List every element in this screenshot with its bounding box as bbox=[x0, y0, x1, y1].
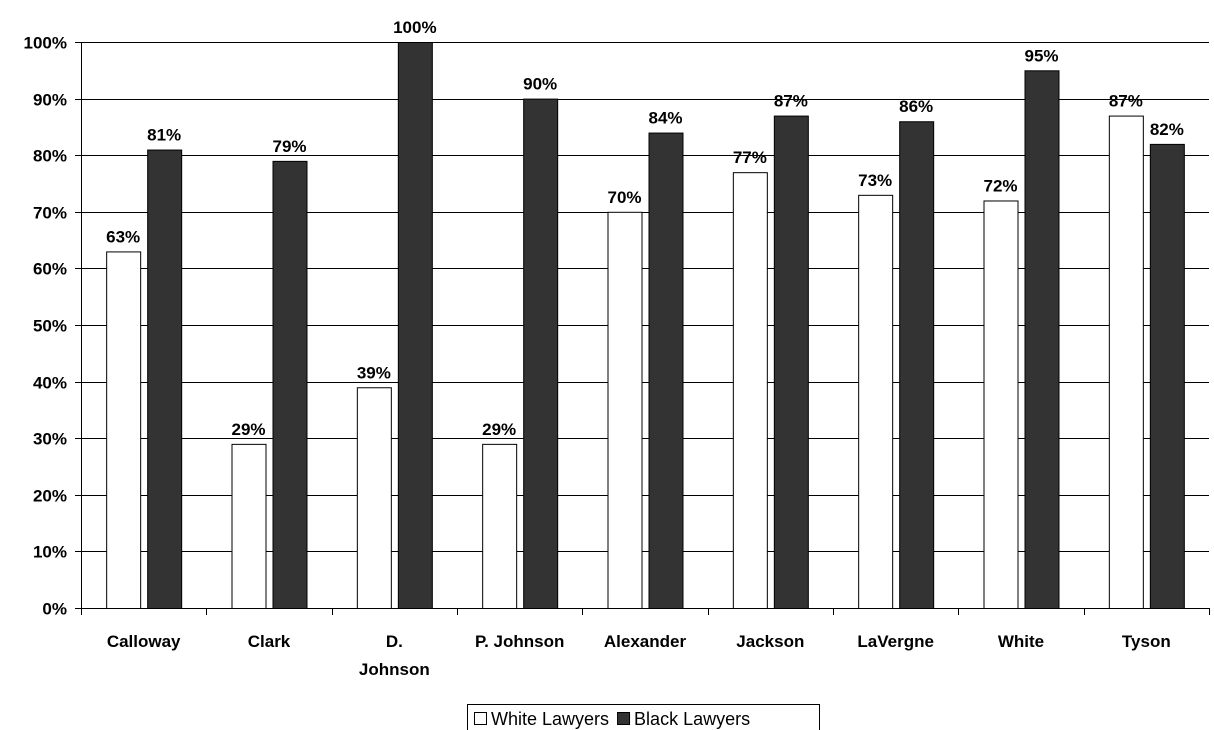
white-lawyers-bar bbox=[106, 251, 142, 609]
black-lawyers-bar bbox=[147, 149, 183, 609]
y-axis-ticks: 0% 10% 20% 30% 40% 50% 60% 70% 80% 90% 100% bbox=[24, 34, 67, 619]
white-lawyers-bar bbox=[1108, 115, 1144, 610]
y-tick-label: 20% bbox=[33, 487, 67, 506]
x-category-label: Calloway bbox=[107, 632, 181, 651]
white-lawyers-bar bbox=[607, 211, 643, 610]
legend-label: White Lawyers bbox=[491, 709, 609, 729]
black-lawyers-bar bbox=[1149, 143, 1185, 609]
y-tick-label: 40% bbox=[33, 374, 67, 393]
y-tick-label: 0% bbox=[42, 600, 67, 619]
black-lawyers-bar bbox=[272, 160, 308, 610]
data-label: 73% bbox=[858, 171, 892, 190]
y-tick-label: 100% bbox=[24, 34, 67, 53]
data-label: 87% bbox=[774, 92, 808, 111]
x-category-label: LaVergne bbox=[857, 632, 934, 651]
gridlines bbox=[75, 42, 1209, 609]
white-lawyers-bar bbox=[983, 200, 1019, 609]
white-lawyers-bar bbox=[732, 172, 768, 609]
y-tick-label: 70% bbox=[33, 204, 67, 223]
data-label: 90% bbox=[523, 75, 557, 94]
data-label: 72% bbox=[983, 176, 1017, 195]
black-lawyers-bar bbox=[899, 121, 935, 610]
data-label: 39% bbox=[357, 363, 391, 382]
x-category-label: Johnson bbox=[359, 660, 430, 679]
x-category-label: White bbox=[998, 632, 1044, 651]
x-category-label: Alexander bbox=[604, 632, 687, 651]
data-label: 70% bbox=[607, 188, 641, 207]
legend-box bbox=[467, 704, 820, 730]
black-lawyers-bar bbox=[648, 132, 684, 609]
data-label: 95% bbox=[1024, 46, 1058, 65]
data-label: 84% bbox=[648, 109, 682, 128]
data-label: 82% bbox=[1150, 120, 1184, 139]
black-lawyers-bar bbox=[1024, 70, 1060, 610]
x-category-label: D. bbox=[386, 632, 403, 651]
data-label: 86% bbox=[899, 97, 933, 116]
x-category-label: Clark bbox=[248, 632, 291, 651]
legend-swatch-white bbox=[474, 712, 487, 725]
legend-swatch-black bbox=[617, 712, 631, 725]
data-labels: 63% 81% 29% 79% 39% 100% 29% 90% 70% 84% 77% 87% 73%… bbox=[106, 18, 1184, 439]
legend: White Lawyers Black Lawyers bbox=[467, 704, 820, 730]
white-lawyers-bar bbox=[482, 443, 518, 609]
y-tick-label: 30% bbox=[33, 430, 67, 449]
data-label: 77% bbox=[733, 148, 767, 167]
data-label: 63% bbox=[106, 227, 140, 246]
legend-label: Black Lawyers bbox=[634, 709, 750, 729]
y-tick-label: 90% bbox=[33, 91, 67, 110]
data-label: 29% bbox=[231, 420, 265, 439]
x-category-label: Tyson bbox=[1122, 632, 1171, 651]
x-category-label: P. Johnson bbox=[475, 632, 564, 651]
black-lawyers-bar bbox=[397, 42, 433, 609]
y-tick-label: 10% bbox=[33, 543, 67, 562]
y-tick-label: 60% bbox=[33, 260, 67, 279]
white-lawyers-bar bbox=[858, 194, 894, 609]
black-lawyers-bar bbox=[773, 115, 809, 610]
y-tick-label: 50% bbox=[33, 317, 67, 336]
white-lawyers-bar bbox=[231, 443, 267, 609]
black-lawyers-bar bbox=[523, 98, 559, 609]
x-category-label: Jackson bbox=[736, 632, 804, 651]
data-label: 81% bbox=[147, 126, 181, 145]
data-label: 79% bbox=[272, 137, 306, 156]
data-label: 87% bbox=[1109, 92, 1143, 111]
y-tick-label: 80% bbox=[33, 147, 67, 166]
data-label: 29% bbox=[482, 420, 516, 439]
x-axis-categories: Calloway Clark D. Johnson P. Johnson Alexande… bbox=[107, 632, 1171, 679]
white-lawyers-bar bbox=[356, 387, 392, 610]
bars bbox=[106, 42, 1185, 610]
data-label: 100% bbox=[393, 18, 436, 37]
axes bbox=[81, 42, 1210, 615]
